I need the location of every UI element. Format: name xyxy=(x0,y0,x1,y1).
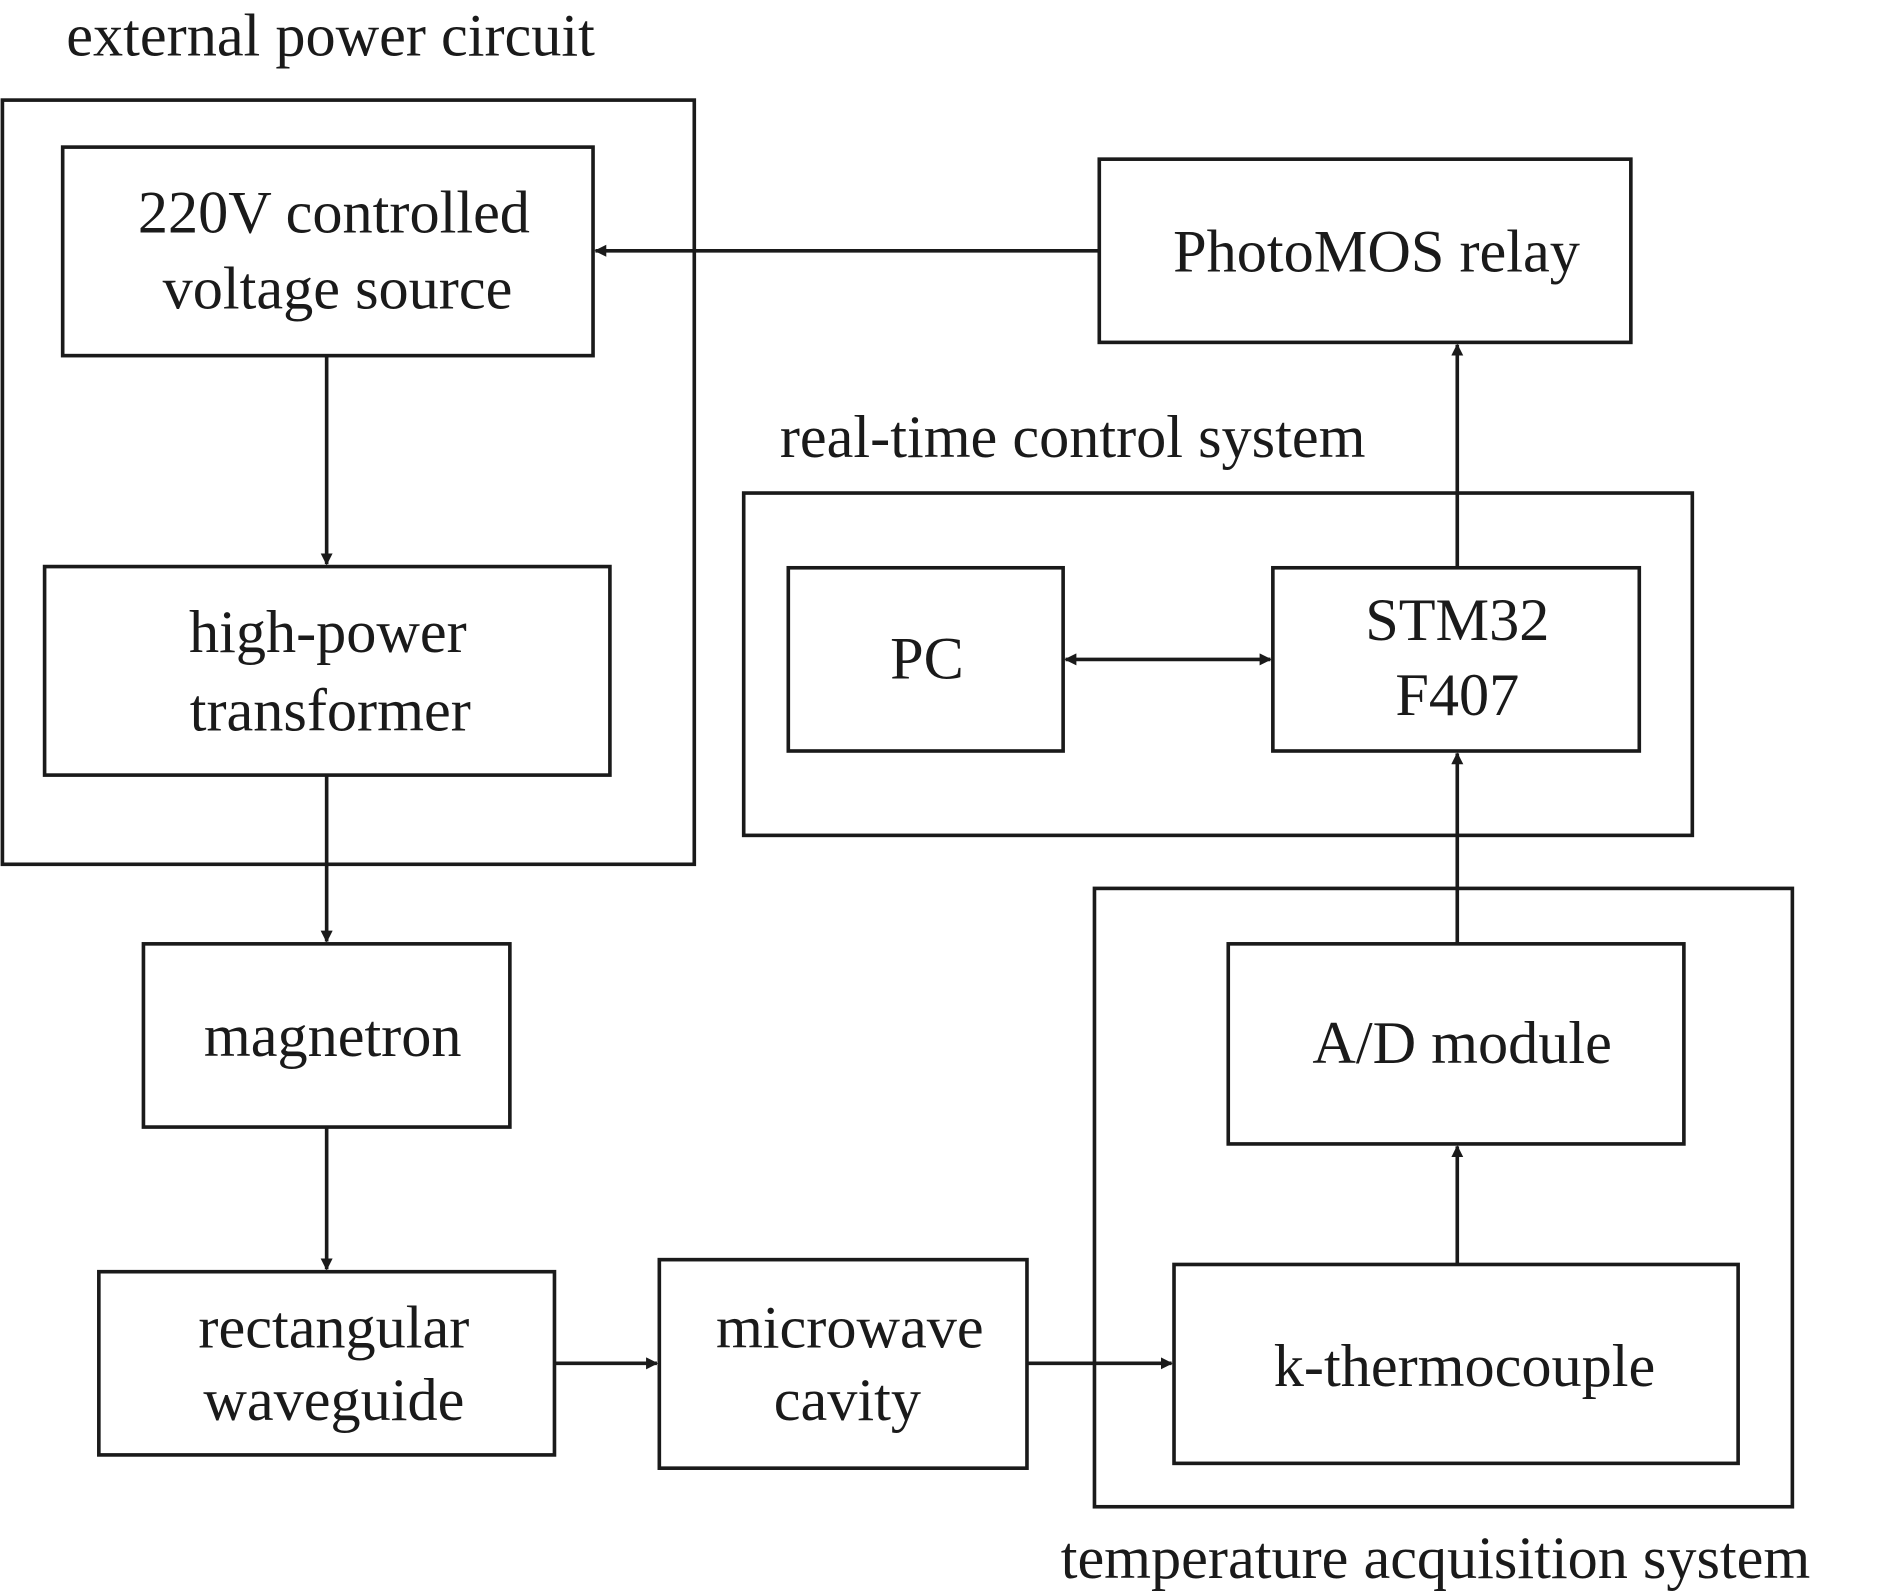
real-time-control-group xyxy=(741,491,1695,838)
cavity-line1: microwave xyxy=(716,1295,984,1362)
transformer-line2: transformer xyxy=(190,677,471,744)
real-time-control-label: real-time control system xyxy=(780,404,1366,471)
waveguide-block: rectangular waveguide xyxy=(97,1269,557,1457)
external-power-label: external power circuit xyxy=(66,3,595,70)
stm32-block: STM32 F407 xyxy=(1271,565,1642,753)
transformer-block: high-power transformer xyxy=(42,564,612,777)
external-power-group xyxy=(0,98,697,867)
waveguide-line2: waveguide xyxy=(203,1367,464,1434)
photomos-label: PhotoMOS relay xyxy=(1173,218,1580,285)
waveguide-line1: rectangular xyxy=(198,1295,469,1362)
photomos-block: PhotoMOS relay xyxy=(1097,157,1633,345)
stm32-line2: F407 xyxy=(1395,662,1519,729)
pc-block: PC xyxy=(786,565,1065,753)
cavity-block: microwave cavity xyxy=(657,1257,1029,1470)
temperature-acquisition-group xyxy=(1092,886,1795,1509)
voltage-source-block: 220V controlled voltage source xyxy=(60,145,595,358)
voltage-source-line1: 220V controlled xyxy=(138,180,530,247)
thermocouple-block: k-thermocouple xyxy=(1172,1262,1740,1466)
thermocouple-label: k-thermocouple xyxy=(1274,1333,1655,1400)
voltage-source-line2: voltage source xyxy=(163,256,513,323)
transformer-line1: high-power xyxy=(189,599,467,666)
pc-label: PC xyxy=(890,626,964,693)
cavity-line2: cavity xyxy=(774,1367,921,1434)
ad-module-block: A/D module xyxy=(1226,942,1686,1146)
ad-module-label: A/D module xyxy=(1312,1010,1612,1077)
stm32-line1: STM32 xyxy=(1365,587,1549,654)
magnetron-label: magnetron xyxy=(204,1003,462,1070)
temperature-acquisition-label: temperature acquisition system xyxy=(1061,1525,1811,1592)
magnetron-block: magnetron xyxy=(141,942,512,1129)
